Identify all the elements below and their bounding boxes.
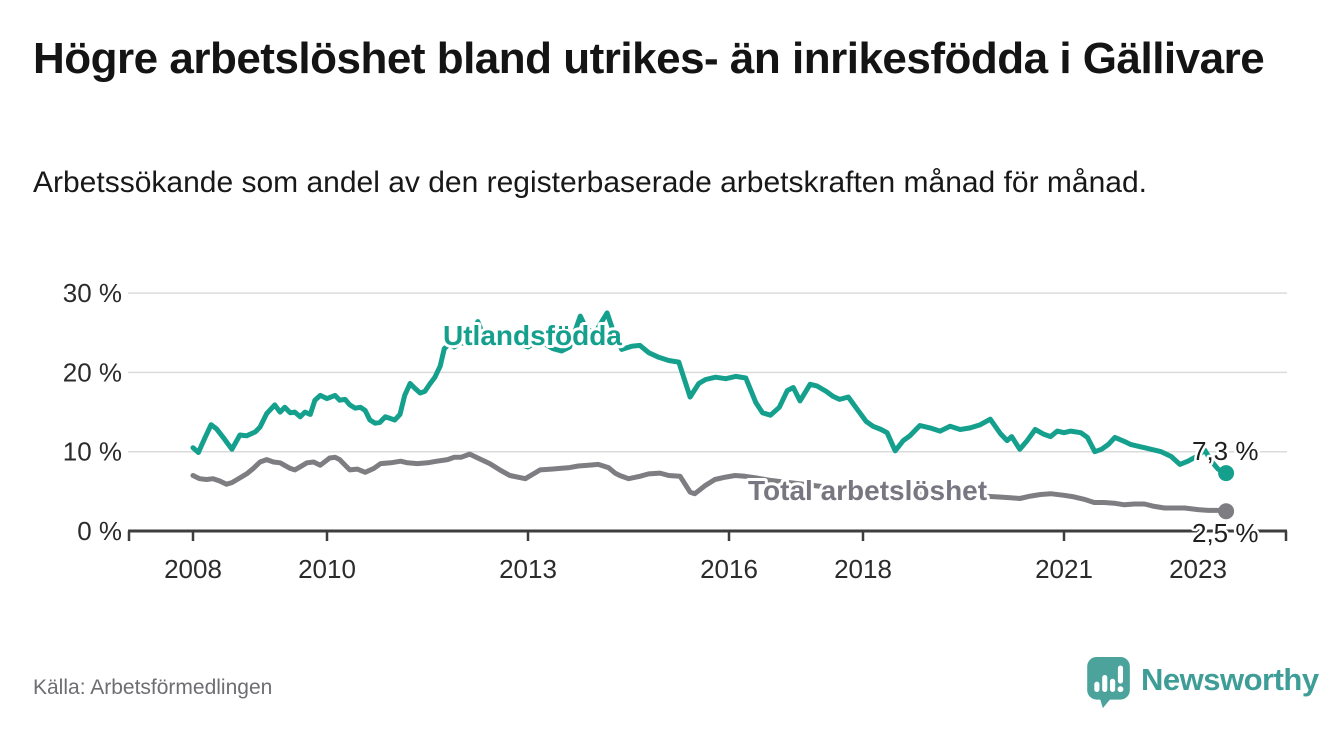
- x-axis-tick-label: 2010: [298, 554, 356, 584]
- x-axis-tick-label: 2023: [1169, 554, 1227, 584]
- newsworthy-wordmark: Newsworthy: [1141, 662, 1319, 697]
- x-axis-tick-label: 2008: [164, 554, 222, 584]
- y-axis-tick-label: 10 %: [63, 437, 122, 467]
- series-line-utlandsfodda: [190, 310, 1229, 476]
- end-value-label-total-arbetsloshet: 2,5 %: [1192, 518, 1259, 548]
- chart-subtitle: Arbetssökande som andel av den registerb…: [33, 166, 1147, 199]
- newsworthy-logo: Newsworthy: [1086, 656, 1319, 710]
- series-line-total-arbetsloshet: [190, 451, 1229, 514]
- y-axis-tick-label: 20 %: [63, 357, 122, 387]
- series-end-dot-utlandsfodda: [1218, 465, 1235, 482]
- series-end-dot-total-arbetsloshet: [1218, 503, 1235, 520]
- x-axis-tick-label: 2016: [700, 554, 758, 584]
- newsworthy-bubble-chart-icon: [1087, 656, 1130, 709]
- x-axis-tick-label: 2013: [499, 554, 557, 584]
- end-value-label-utlandsfodda: 7,3 %: [1192, 436, 1259, 466]
- x-axis-tick-label: 2021: [1035, 554, 1093, 584]
- source-note: Källa: Arbetsförmedlingen: [33, 676, 273, 699]
- x-axis-tick-label: 2018: [834, 554, 892, 584]
- series-label-utlandsfodda: Utlandsfödda: [443, 320, 622, 351]
- y-axis-tick-label: 30 %: [63, 278, 122, 308]
- y-axis-tick-label: 0 %: [77, 516, 122, 546]
- series-label-total-arbetsloshet: Total arbetslöshet: [748, 475, 987, 506]
- chart-title: Högre arbetslöshet bland utrikes- än inr…: [33, 34, 1265, 83]
